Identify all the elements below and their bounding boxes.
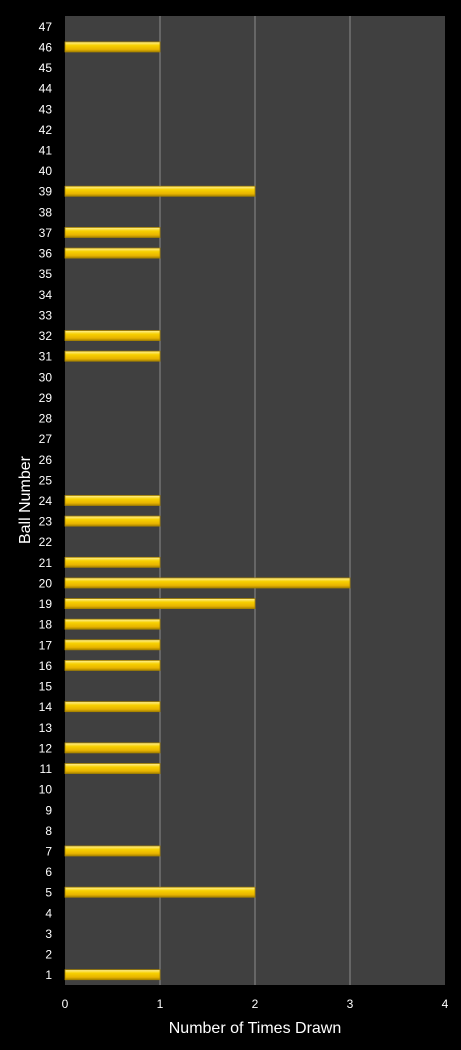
bar-ball-14 [64, 701, 161, 713]
bar-ball-17 [64, 639, 161, 651]
y-tick-label: 28 [39, 412, 53, 426]
y-tick-label: 18 [39, 618, 53, 632]
y-tick-label: 33 [39, 308, 53, 322]
bar-ball-11 [64, 763, 161, 774]
y-tick-label: 40 [39, 164, 53, 178]
y-tick-label: 44 [39, 82, 53, 96]
bar-ball-24 [64, 495, 161, 506]
bar-ball-7 [64, 845, 161, 857]
y-tick-label: 29 [39, 391, 53, 405]
y-tick-label: 47 [39, 20, 53, 34]
bar-ball-31 [64, 350, 161, 362]
y-tick-label: 9 [45, 803, 52, 817]
y-tick-label: 36 [39, 247, 53, 261]
bar-ball-19 [64, 598, 256, 609]
bar-ball-1 [64, 969, 161, 981]
bar-ball-12 [64, 742, 161, 754]
bar-ball-37 [64, 227, 161, 238]
y-tick-label: 8 [45, 824, 52, 838]
y-tick-label: 14 [39, 700, 53, 714]
y-tick-label: 4 [45, 906, 52, 920]
y-tick-label: 1 [45, 968, 52, 982]
bars [64, 41, 351, 981]
y-tick-label: 20 [39, 576, 53, 590]
y-tick-label: 46 [39, 40, 53, 54]
x-axis-title: Number of Times Drawn [169, 1020, 342, 1037]
bar-ball-20 [64, 577, 351, 589]
y-tick-label: 30 [39, 370, 53, 384]
y-tick-label: 13 [39, 721, 53, 735]
y-tick-label: 6 [45, 865, 52, 879]
y-tick-label: 12 [39, 741, 53, 755]
y-tick-label: 15 [39, 680, 53, 694]
y-tick-label: 10 [39, 783, 53, 797]
bar-ball-23 [64, 515, 161, 527]
y-tick-label: 17 [39, 638, 53, 652]
y-tick-label: 2 [45, 948, 52, 962]
y-tick-label: 41 [39, 144, 53, 158]
y-tick-label: 43 [39, 102, 53, 116]
y-tick-label: 34 [39, 288, 53, 302]
bar-ball-46 [64, 41, 161, 53]
y-tick-label: 31 [39, 350, 53, 364]
y-tick-label: 23 [39, 515, 53, 529]
bar-ball-36 [64, 247, 161, 259]
y-tick-label: 16 [39, 659, 53, 673]
y-tick-label: 45 [39, 61, 53, 75]
x-tick-label: 0 [62, 997, 69, 1011]
x-tick-label: 4 [442, 997, 449, 1011]
y-tick-labels: 1234567891011121314151617181920212223242… [39, 20, 53, 982]
y-tick-label: 42 [39, 123, 53, 137]
y-tick-label: 24 [39, 494, 53, 508]
bar-ball-5 [64, 886, 256, 898]
bar-ball-21 [64, 556, 161, 568]
x-tick-labels: 0 1 2 3 4 [62, 997, 449, 1011]
y-tick-label: 35 [39, 267, 53, 281]
y-tick-label: 39 [39, 185, 53, 199]
x-tick-label: 2 [252, 997, 259, 1011]
x-tick-label: 3 [347, 997, 354, 1011]
bar-ball-18 [64, 618, 161, 630]
y-tick-label: 5 [45, 886, 52, 900]
y-tick-label: 11 [40, 762, 53, 776]
y-tick-label: 7 [45, 844, 52, 858]
y-tick-label: 22 [39, 535, 53, 549]
bar-ball-32 [64, 330, 161, 341]
y-tick-label: 38 [39, 205, 53, 219]
y-tick-label: 37 [39, 226, 53, 240]
y-tick-label: 25 [39, 473, 53, 487]
bar-ball-39 [64, 185, 256, 197]
x-tick-label: 1 [157, 997, 164, 1011]
y-tick-label: 26 [39, 453, 53, 467]
y-tick-label: 19 [39, 597, 53, 611]
y-tick-label: 27 [39, 432, 53, 446]
y-tick-label: 21 [39, 556, 53, 570]
y-tick-label: 3 [45, 927, 52, 941]
y-axis-title: Ball Number [17, 455, 34, 544]
bar-ball-16 [64, 660, 161, 671]
y-tick-label: 32 [39, 329, 53, 343]
